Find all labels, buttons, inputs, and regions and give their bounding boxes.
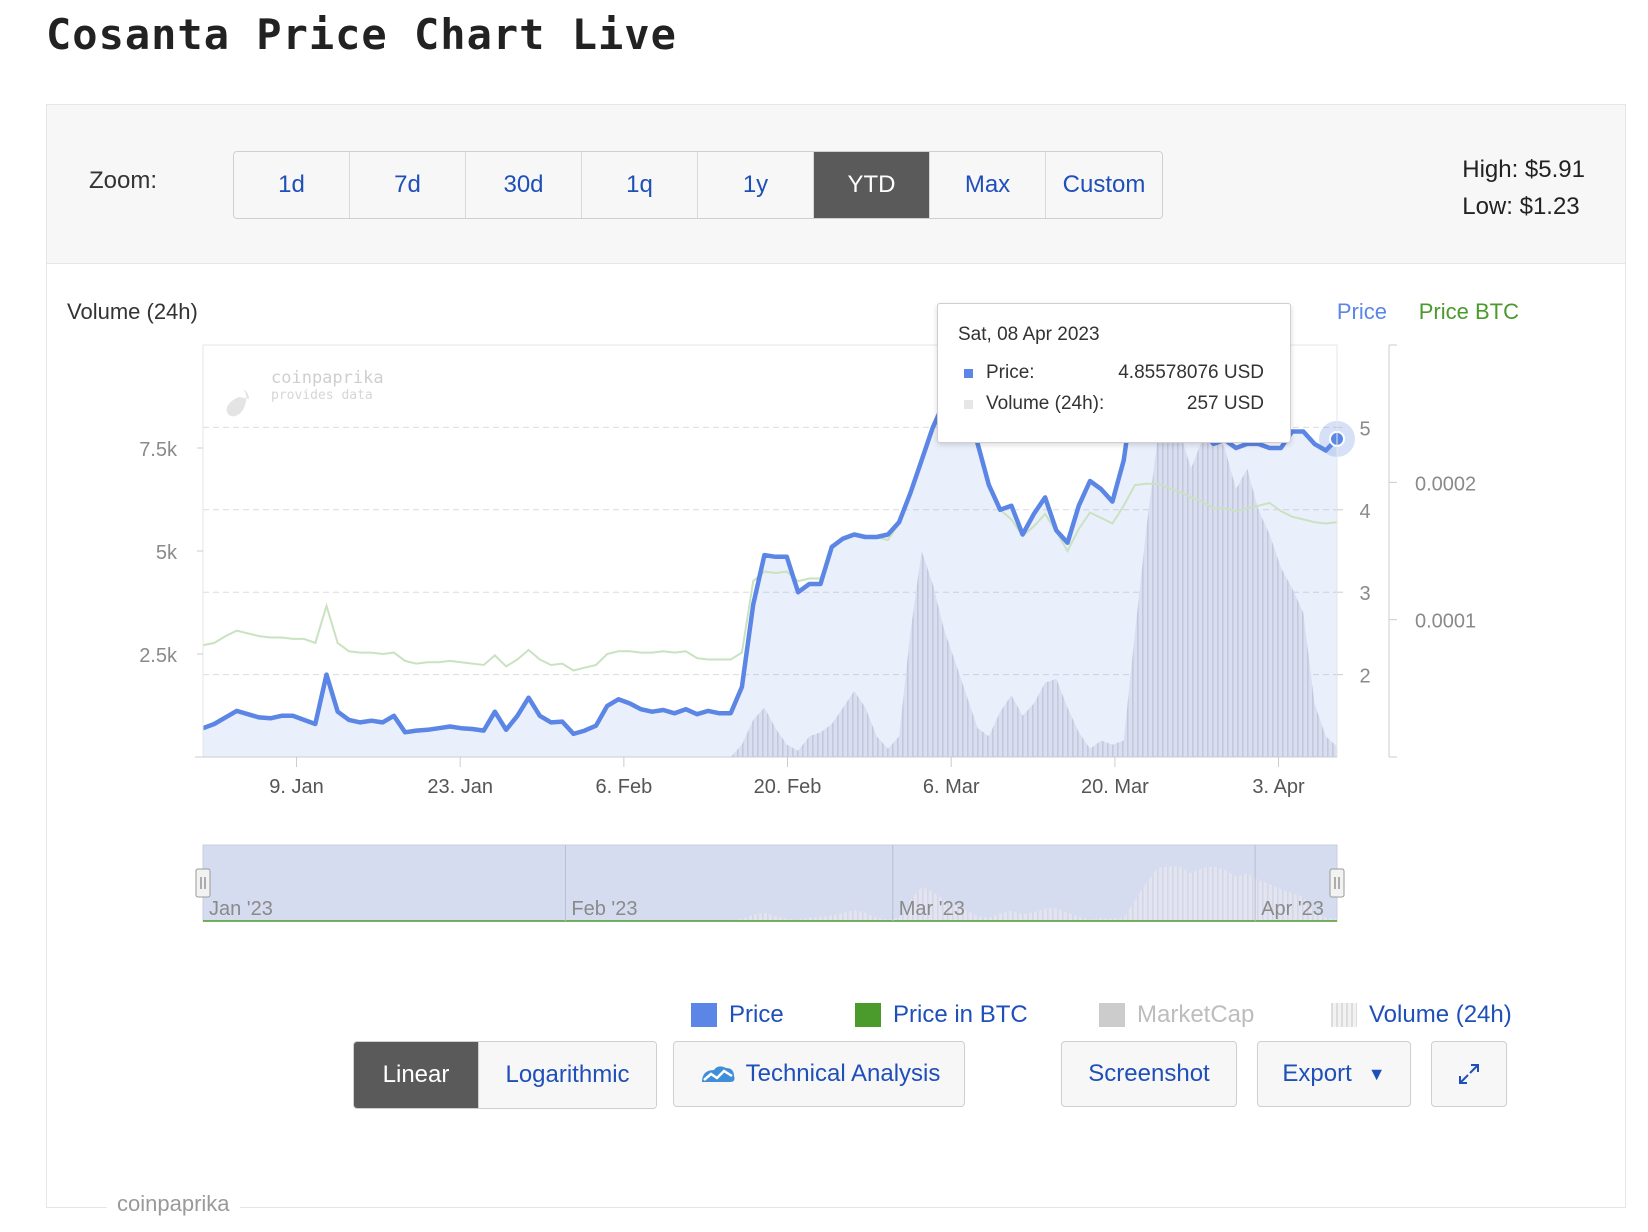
high-value: High: $5.91	[1462, 156, 1585, 183]
technical-analysis-icon	[701, 1066, 735, 1082]
x-tick-label: 6. Mar	[923, 776, 980, 798]
price-btc-series-line	[202, 395, 1338, 672]
price-swatch-icon	[691, 1003, 717, 1027]
tooltip-price-marker-icon	[964, 369, 973, 378]
x-tick-label: 3. Apr	[1252, 776, 1305, 798]
price-tick-label: 5	[1359, 418, 1370, 440]
price-axis-title[interactable]: Price	[1337, 299, 1387, 324]
screenshot-label: Screenshot	[1088, 1060, 1210, 1087]
screenshot-button[interactable]: Screenshot	[1061, 1041, 1237, 1107]
tooltip-price-value: 4.85578076 USD	[1118, 362, 1264, 383]
price-tick-label: 2	[1359, 666, 1370, 688]
navigator-label: Apr '23	[1261, 898, 1324, 920]
export-button[interactable]: Export ▼	[1257, 1041, 1411, 1107]
high-low-summary: High: $5.91 Low: $1.23	[1462, 151, 1585, 225]
legend-label-price: Price	[729, 1001, 784, 1028]
chart-toolbar: Zoom: 1d 7d 30d 1q 1y YTD Max Custom Hig…	[47, 105, 1625, 264]
price-chart[interactable]: Volume (24h) Price Price BTC coinpaprika…	[47, 105, 1625, 1207]
price-tick-label: 4	[1359, 501, 1370, 523]
linear-scale-button[interactable]: Linear	[354, 1042, 478, 1108]
legend-item-price-btc[interactable]: Price in BTC	[855, 1001, 1028, 1029]
tooltip-price-label: Price:	[986, 362, 1035, 383]
zoom-7d-button[interactable]: 7d	[350, 152, 466, 218]
scale-toggle-group: Linear Logarithmic	[353, 1041, 657, 1109]
tooltip-date: Sat, 08 Apr 2023	[958, 324, 1100, 345]
pepper-logo-icon	[226, 389, 249, 417]
tooltip-volume-marker-icon	[964, 400, 973, 409]
navigator-left-handle[interactable]	[195, 868, 211, 898]
tooltip-volume-label: Volume (24h):	[986, 393, 1105, 414]
zoom-1q-button[interactable]: 1q	[582, 152, 698, 218]
export-label: Export	[1282, 1060, 1352, 1087]
legend-item-price[interactable]: Price	[691, 1001, 784, 1029]
logarithmic-scale-button[interactable]: Logarithmic	[478, 1042, 656, 1108]
x-tick-label: 6. Feb	[596, 776, 653, 798]
price-series-area	[203, 376, 1337, 757]
legend-item-volume[interactable]: Volume (24h)	[1331, 1001, 1512, 1029]
volume-tick-label: 2.5k	[139, 645, 178, 667]
volume-swatch-icon	[1331, 1003, 1357, 1027]
zoom-custom-button[interactable]: Custom	[1046, 152, 1162, 218]
x-tick-label: 9. Jan	[269, 776, 323, 798]
tooltip-volume-value: 257 USD	[1186, 393, 1264, 414]
volume-axis-title: Volume (24h)	[67, 299, 198, 324]
navigator-label: Mar '23	[899, 898, 965, 920]
svg-text:coinpaprika: coinpaprika	[271, 368, 384, 388]
chart-panel: Zoom: 1d 7d 30d 1q 1y YTD Max Custom Hig…	[46, 104, 1626, 1217]
svg-text:provides data: provides data	[271, 388, 373, 403]
page-title: Cosanta Price Chart Live	[46, 10, 677, 59]
navigator-label: Feb '23	[571, 898, 637, 920]
zoom-max-button[interactable]: Max	[930, 152, 1046, 218]
legend-label-price-btc: Price in BTC	[893, 1001, 1028, 1028]
chart-tooltip: Sat, 08 Apr 2023 Price: 4.85578076 USD V…	[937, 303, 1291, 443]
coinpaprika-watermark: coinpaprika provides data	[226, 368, 384, 417]
zoom-ytd-button[interactable]: YTD	[814, 152, 930, 218]
legend-label-volume: Volume (24h)	[1369, 1001, 1512, 1028]
dropdown-caret-icon: ▼	[1367, 1063, 1386, 1084]
technical-analysis-button[interactable]: Technical Analysis	[673, 1041, 965, 1107]
chart-legend: Price Price in BTC MarketCap Volume (24h…	[47, 1001, 1625, 1041]
legend-item-marketcap[interactable]: MarketCap	[1099, 1001, 1254, 1029]
navigator-label: Jan '23	[209, 898, 273, 920]
zoom-button-group: 1d 7d 30d 1q 1y YTD Max Custom	[233, 151, 1163, 219]
x-tick-label: 23. Jan	[427, 776, 493, 798]
navigator-volume-area	[203, 866, 1337, 921]
price-tick-label: 3	[1359, 583, 1370, 605]
x-tick-label: 20. Feb	[754, 776, 822, 798]
navigator-right-handle[interactable]	[1329, 868, 1345, 898]
zoom-1y-button[interactable]: 1y	[698, 152, 814, 218]
zoom-label: Zoom:	[89, 167, 158, 194]
low-value: Low: $1.23	[1462, 193, 1580, 220]
volume-series-area	[203, 427, 1337, 757]
volume-tick-label: 7.5k	[139, 439, 178, 461]
price-btc-swatch-icon	[855, 1003, 881, 1027]
expand-icon	[1459, 1064, 1479, 1084]
fullscreen-button[interactable]	[1431, 1041, 1507, 1107]
marketcap-swatch-icon	[1099, 1003, 1125, 1027]
zoom-30d-button[interactable]: 30d	[466, 152, 582, 218]
technical-analysis-label: Technical Analysis	[745, 1060, 941, 1087]
coinpaprika-credit: coinpaprika	[107, 1191, 240, 1217]
price-btc-tick-label: 0.0002	[1415, 473, 1476, 495]
price-btc-axis-title[interactable]: Price BTC	[1419, 299, 1519, 324]
price-btc-tick-label: 0.0001	[1415, 611, 1476, 633]
x-tick-label: 20. Mar	[1081, 776, 1149, 798]
zoom-1d-button[interactable]: 1d	[234, 152, 350, 218]
legend-label-marketcap: MarketCap	[1137, 1001, 1255, 1028]
volume-tick-label: 5k	[156, 542, 178, 564]
